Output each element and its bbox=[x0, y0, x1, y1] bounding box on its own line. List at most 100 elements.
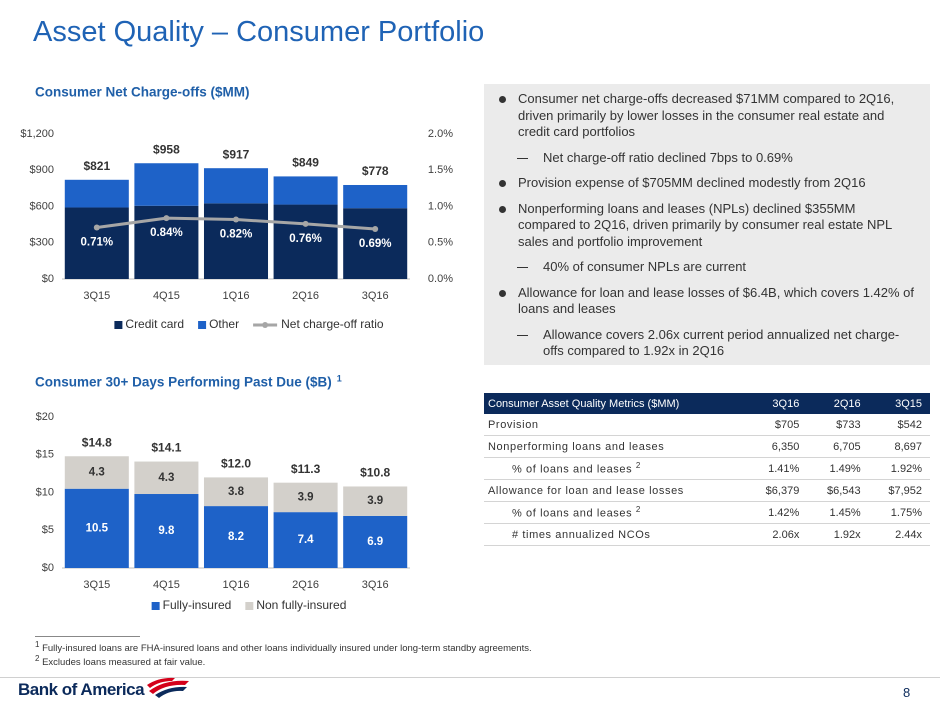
ratio-label: 0.82% bbox=[220, 229, 253, 241]
y-tick-label: $0 bbox=[42, 273, 54, 285]
chart-title: Consumer 30+ Days Performing Past Due ($… bbox=[35, 375, 332, 390]
bullet: Allowance for loan and lease losses of $… bbox=[499, 284, 915, 316]
legend: Credit card Other Net charge-off ratio bbox=[114, 317, 384, 331]
row-label: # times annualized NCOs bbox=[484, 523, 746, 546]
footnote-rule bbox=[35, 636, 140, 637]
bar-segment bbox=[273, 204, 338, 279]
cell: 1.45% bbox=[807, 501, 869, 524]
total-label: $778 bbox=[362, 164, 389, 178]
row-label: % of loans and leases bbox=[512, 463, 633, 476]
row-note: 2 bbox=[635, 461, 641, 471]
bar-segment bbox=[273, 512, 338, 568]
y-tick-label: $0 bbox=[42, 562, 54, 574]
bar-segment bbox=[64, 456, 129, 489]
row-label: Provision bbox=[484, 414, 746, 436]
total-label: $14.8 bbox=[82, 435, 112, 449]
segment-label: 7.4 bbox=[298, 534, 315, 546]
x-tick-label: 3Q16 bbox=[362, 290, 389, 302]
bar-segment bbox=[134, 163, 199, 206]
row: # times annualized NCOs 2.06x 1.92x 2.44… bbox=[484, 523, 930, 546]
bar-segment bbox=[134, 461, 199, 495]
charts: Consumer Net Charge-offs ($MM) $0 $300 $600… bbox=[20, 85, 453, 613]
footnote-mark: 2 bbox=[35, 654, 40, 663]
header-cell: 3Q16 bbox=[746, 393, 808, 414]
header-cell: 3Q15 bbox=[868, 393, 930, 414]
line-marker bbox=[233, 216, 239, 223]
bar-segment bbox=[203, 506, 269, 568]
cell: 1.92% bbox=[868, 457, 930, 480]
legend-label: Credit card bbox=[125, 317, 184, 331]
cell: 1.41% bbox=[746, 457, 808, 480]
bullet: Provision expense of $705MM declined mod… bbox=[499, 175, 914, 192]
header-cell: 2Q16 bbox=[807, 393, 869, 414]
row-label-cell: % of loans and leases 2 bbox=[484, 501, 746, 524]
footnote-text: Excludes loans measured at fair value. bbox=[42, 657, 206, 669]
total-label: $917 bbox=[223, 147, 250, 161]
line-marker bbox=[93, 224, 100, 231]
bullet: Nonperforming loans and leases (NPLs) de… bbox=[499, 201, 914, 251]
cell: $6,543 bbox=[807, 479, 869, 502]
x-tick-label: 2Q16 bbox=[292, 290, 319, 302]
cell: $542 bbox=[868, 414, 930, 436]
y2-tick-label: 1.0% bbox=[428, 200, 453, 212]
cell: 1.42% bbox=[746, 501, 808, 524]
segment-label: 6.9 bbox=[367, 536, 383, 548]
total-label: $10.8 bbox=[360, 466, 390, 480]
bar-segment bbox=[203, 203, 269, 279]
cell: 1.75% bbox=[868, 501, 930, 524]
legend-label: Fully-insured bbox=[163, 598, 232, 612]
chart-title: Consumer Net Charge-offs ($MM) bbox=[35, 85, 250, 100]
y-tick-label: $900 bbox=[30, 164, 54, 176]
y-tick-label: $1,200 bbox=[20, 128, 54, 140]
legend-swatch-marker bbox=[262, 322, 269, 328]
footnote-text: Fully-insured loans are FHA-insured loan… bbox=[42, 643, 532, 655]
bar-segment bbox=[64, 207, 129, 279]
row-note: 2 bbox=[635, 505, 641, 515]
bar-segment bbox=[64, 179, 129, 208]
row: % of loans and leases 2 1.42% 1.45% 1.75… bbox=[484, 501, 930, 524]
x-tick-label: 4Q15 bbox=[153, 579, 180, 591]
row-label: % of loans and leases bbox=[512, 507, 633, 520]
legend: Fully-insured Non fully-insured bbox=[151, 598, 346, 612]
cell: $7,952 bbox=[868, 479, 930, 502]
legend-swatch bbox=[245, 602, 254, 610]
row-label: Allowance for loan and lease losses bbox=[484, 479, 746, 502]
bar-segment bbox=[343, 515, 408, 568]
total-label: $958 bbox=[153, 142, 180, 156]
cell: 6,705 bbox=[807, 435, 869, 458]
y-tick-label: $15 bbox=[36, 449, 54, 461]
bar-segment bbox=[134, 494, 199, 568]
line-marker bbox=[372, 225, 379, 232]
row: Nonperforming loans and leases 6,350 6,7… bbox=[484, 435, 930, 458]
y-tick-label: $10 bbox=[36, 486, 54, 498]
y-tick-label: $600 bbox=[30, 200, 54, 212]
cell: $6,379 bbox=[746, 479, 808, 502]
x-tick-label: 3Q15 bbox=[83, 579, 110, 591]
row-label: Nonperforming loans and leases bbox=[484, 435, 746, 458]
cell: 6,350 bbox=[746, 435, 808, 458]
cell: 1.49% bbox=[807, 457, 869, 480]
bar-segment bbox=[273, 176, 338, 205]
logo-flag bbox=[147, 677, 189, 698]
bar-segment bbox=[273, 482, 338, 513]
segment-label: 3.9 bbox=[298, 491, 314, 503]
cell: 2.06x bbox=[746, 523, 808, 546]
header-cell: Consumer Asset Quality Metrics ($MM) bbox=[484, 393, 746, 414]
segment-label: 4.3 bbox=[89, 467, 105, 479]
bullet-panel: Consumer net charge-offs decreased $71MM… bbox=[484, 84, 930, 365]
segment-label: 10.5 bbox=[86, 522, 109, 534]
y2-tick-label: 0.0% bbox=[428, 273, 453, 285]
slide-title: Asset Quality – Consumer Portfolio bbox=[33, 16, 485, 48]
total-label: $12.0 bbox=[221, 457, 251, 471]
bar-segment bbox=[203, 168, 269, 204]
cell: 1.92x bbox=[807, 523, 869, 546]
legend-label: Net charge-off ratio bbox=[281, 317, 384, 331]
total-label: $849 bbox=[292, 156, 319, 170]
total-label: $11.3 bbox=[291, 462, 321, 476]
legend-swatch bbox=[198, 321, 207, 329]
total-label: $14.1 bbox=[151, 441, 181, 455]
logo-text: Bank of America bbox=[18, 680, 145, 699]
sub-bullet: 40% of consumer NPLs are current bbox=[517, 259, 914, 276]
chart-title-note: 1 bbox=[337, 373, 342, 383]
